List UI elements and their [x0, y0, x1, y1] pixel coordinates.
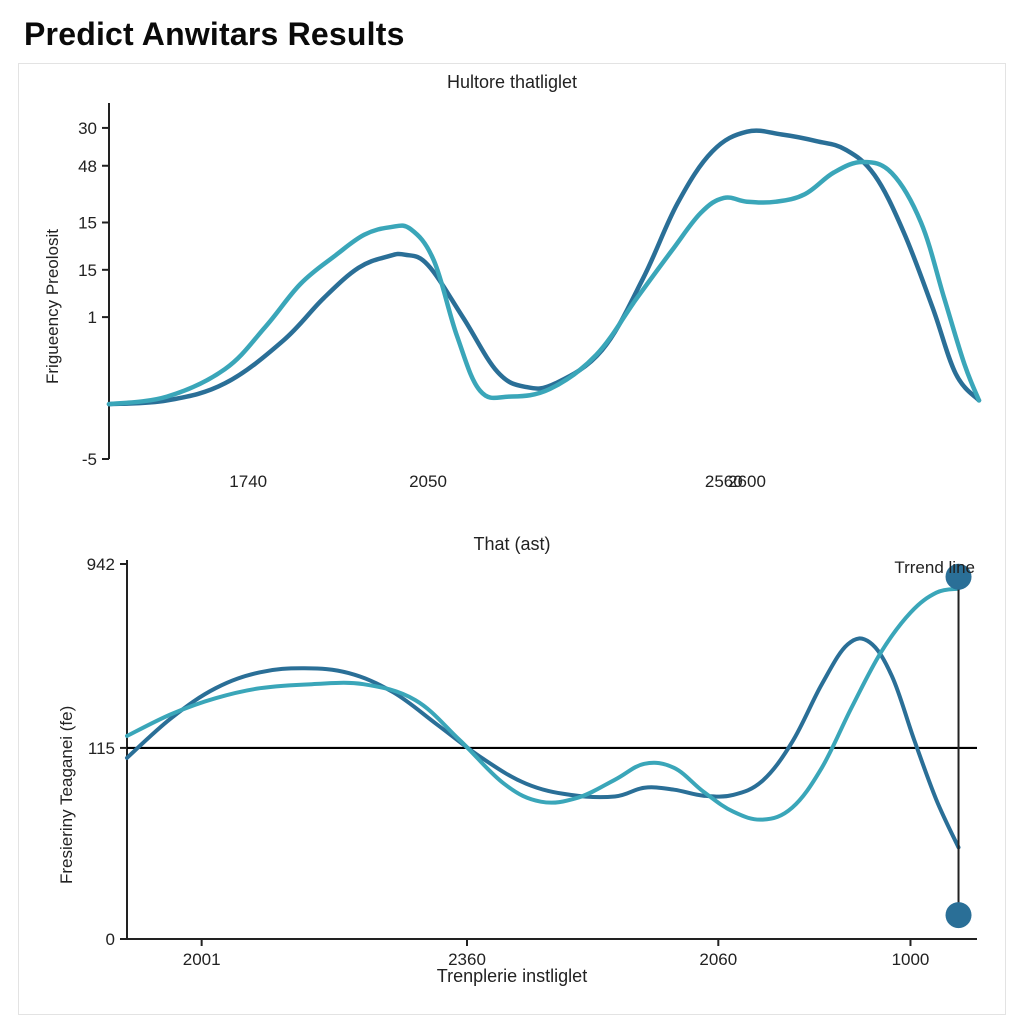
chart-bottom-title: That (ast): [19, 534, 1005, 555]
page-title: Predict Anwitars Results: [24, 16, 1006, 53]
chart-bottom-xlabel: Trenplerie instliglet: [19, 966, 1005, 987]
svg-text:115: 115: [88, 739, 115, 758]
chart-bottom: That (ast) Fresieriny Teaganei (fe) Tren…: [19, 64, 1005, 1014]
chart-panel: Hultore thatliglet Frigueency Preolosit …: [18, 63, 1006, 1015]
svg-text:942: 942: [87, 555, 115, 574]
svg-text:0: 0: [106, 930, 115, 949]
chart-bottom-ylabel: Fresieriny Teaganei (fe): [57, 706, 77, 884]
legend-trend-line: Trrend line: [894, 558, 975, 578]
